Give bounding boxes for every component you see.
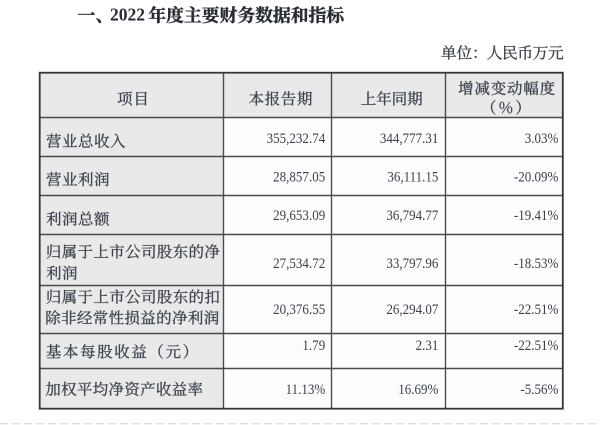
svg-text:-22.51%: -22.51%: [514, 337, 559, 354]
svg-text:20,376.55: 20,376.55: [273, 301, 325, 318]
svg-text:3.03%: 3.03%: [525, 130, 559, 147]
svg-text:29,653.09: 29,653.09: [273, 207, 325, 224]
svg-text:2.31: 2.31: [416, 337, 439, 354]
svg-text:26,294.07: 26,294.07: [386, 301, 438, 318]
svg-text:-18.53%: -18.53%: [514, 255, 559, 272]
svg-text:33,797.96: 33,797.96: [386, 255, 438, 272]
svg-text:36,111.15: 36,111.15: [387, 169, 438, 186]
svg-text:2022: 2022: [110, 5, 145, 25]
svg-text:-20.09%: -20.09%: [514, 169, 559, 186]
svg-text:27,534.72: 27,534.72: [273, 255, 325, 272]
svg-text:355,232.74: 355,232.74: [267, 130, 326, 147]
svg-text:-19.41%: -19.41%: [514, 207, 559, 224]
svg-text:344,777.31: 344,777.31: [380, 130, 439, 147]
svg-text:16.69%: 16.69%: [398, 381, 438, 398]
svg-text:-22.51%: -22.51%: [514, 301, 559, 318]
svg-text:1.79: 1.79: [302, 337, 325, 354]
svg-text:-5.56%: -5.56%: [520, 381, 558, 398]
svg-text:36,794.77: 36,794.77: [386, 207, 438, 224]
svg-text:28,857.05: 28,857.05: [273, 169, 325, 186]
svg-text:11.13%: 11.13%: [286, 381, 326, 398]
